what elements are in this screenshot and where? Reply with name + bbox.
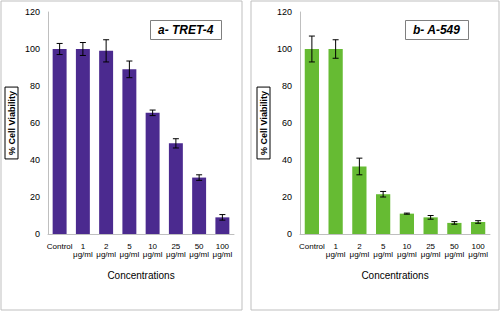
svg-text:μg/ml: μg/ml	[213, 250, 233, 259]
svg-text:120: 120	[277, 7, 292, 17]
svg-text:μg/ml: μg/ml	[166, 250, 186, 259]
svg-text:10: 10	[148, 241, 158, 251]
svg-text:60: 60	[282, 118, 292, 128]
svg-text:10: 10	[402, 241, 412, 251]
svg-text:2: 2	[103, 241, 109, 251]
svg-text:100: 100	[277, 44, 292, 54]
svg-text:a- TRET-4: a- TRET-4	[158, 23, 214, 37]
svg-text:Control: Control	[299, 242, 325, 251]
svg-text:60: 60	[30, 118, 40, 128]
svg-text:μg/ml: μg/ml	[120, 250, 140, 259]
svg-text:μg/ml: μg/ml	[143, 250, 163, 259]
svg-text:μg/ml: μg/ml	[421, 250, 441, 259]
svg-text:25: 25	[171, 241, 181, 251]
svg-text:1: 1	[333, 241, 338, 251]
svg-text:μg/ml: μg/ml	[350, 250, 370, 259]
svg-text:5: 5	[380, 241, 386, 251]
svg-text:20: 20	[30, 192, 40, 202]
svg-text:50: 50	[449, 241, 459, 251]
svg-text:0: 0	[287, 229, 292, 239]
svg-text:μg/ml: μg/ml	[373, 250, 393, 259]
svg-text:μg/ml: μg/ml	[326, 250, 346, 259]
svg-text:25: 25	[426, 241, 436, 251]
svg-text:Concentrations: Concentrations	[361, 270, 428, 281]
svg-text:80: 80	[282, 81, 292, 91]
svg-text:1: 1	[80, 241, 86, 251]
svg-text:b- A-549: b- A-549	[413, 23, 460, 37]
svg-text:40: 40	[282, 155, 292, 165]
svg-text:20: 20	[282, 192, 292, 202]
svg-text:μg/ml: μg/ml	[397, 250, 417, 259]
svg-text:50: 50	[194, 241, 204, 251]
svg-text:100: 100	[215, 241, 230, 251]
svg-text:μg/ml: μg/ml	[96, 250, 116, 259]
svg-text:μg/ml: μg/ml	[445, 250, 465, 259]
svg-text:2: 2	[357, 241, 362, 251]
svg-text:% Cell Viability: % Cell Viability	[7, 91, 17, 155]
svg-text:μg/ml: μg/ml	[73, 250, 93, 259]
svg-text:Control: Control	[47, 242, 73, 251]
svg-text:0: 0	[35, 229, 40, 239]
svg-text:5: 5	[127, 241, 132, 251]
svg-text:Concentrations: Concentrations	[107, 270, 174, 281]
svg-text:% Cell Viability: % Cell Viability	[259, 91, 269, 155]
svg-text:μg/ml: μg/ml	[189, 250, 209, 259]
svg-text:40: 40	[30, 155, 40, 165]
svg-text:100: 100	[25, 44, 40, 54]
svg-text:μg/ml: μg/ml	[468, 250, 488, 259]
svg-text:120: 120	[25, 7, 40, 17]
svg-text:80: 80	[30, 81, 40, 91]
svg-text:100: 100	[471, 241, 485, 251]
